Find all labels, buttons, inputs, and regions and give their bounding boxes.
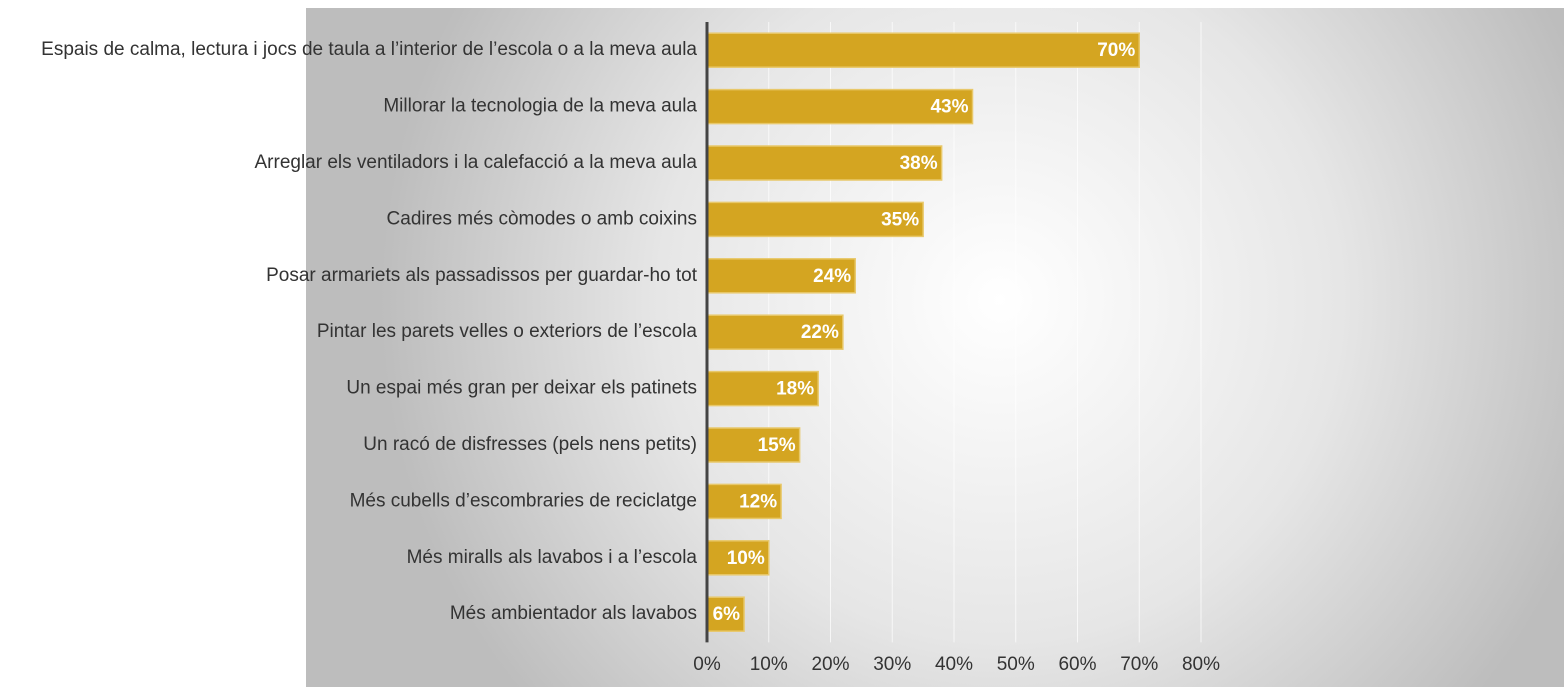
y-tick-label: Un racó de disfresses (pels nens petits) [363,434,697,455]
data-label: 70% [1097,40,1135,61]
x-tick-label: 0% [693,654,721,675]
data-label: 24% [813,266,851,287]
data-label: 12% [739,491,777,512]
x-tick-label: 70% [1120,654,1158,675]
x-tick-label: 50% [997,654,1035,675]
data-label: 38% [900,153,938,174]
y-tick-label: Un espai més gran per deixar els patinet… [346,378,697,399]
data-label: 43% [930,97,968,118]
data-label: 35% [881,209,919,230]
bar [706,145,943,181]
y-tick-label: Espais de calma, lectura i jocs de taula… [41,39,697,60]
y-tick-label: Millorar la tecnologia de la meva aula [383,96,697,117]
x-tick-label: 40% [935,654,973,675]
bar [706,258,856,294]
y-tick-label: Posar armariets als passadissos per guar… [266,265,698,286]
y-tick-label: Més miralls als lavabos i a l’escola [407,547,698,568]
data-label: 6% [713,604,741,625]
bar [706,88,974,125]
x-tick-label: 20% [811,654,849,675]
bar [706,540,770,576]
data-label: 22% [801,322,839,343]
bar [706,596,745,632]
x-tick-label: 80% [1182,654,1220,675]
data-label: 18% [776,379,814,400]
y-tick-label: Pintar les parets velles o exteriors de … [317,321,698,342]
bar [706,201,924,238]
data-label: 15% [758,435,796,456]
bar [706,483,782,520]
bar [706,370,819,407]
data-label: 10% [727,548,765,569]
bar [706,314,844,350]
x-tick-label: 60% [1058,654,1096,675]
y-tick-label: Cadires més còmodes o amb coixins [387,208,697,229]
y-tick-label: Arreglar els ventiladors i la calefacció… [255,152,698,173]
x-tick-label: 30% [873,654,911,675]
y-tick-label: Més ambientador als lavabos [450,603,697,624]
y-tick-label: Més cubells d’escombraries de reciclatge [350,490,697,511]
bar [706,32,1140,68]
x-tick-label: 10% [750,654,788,675]
